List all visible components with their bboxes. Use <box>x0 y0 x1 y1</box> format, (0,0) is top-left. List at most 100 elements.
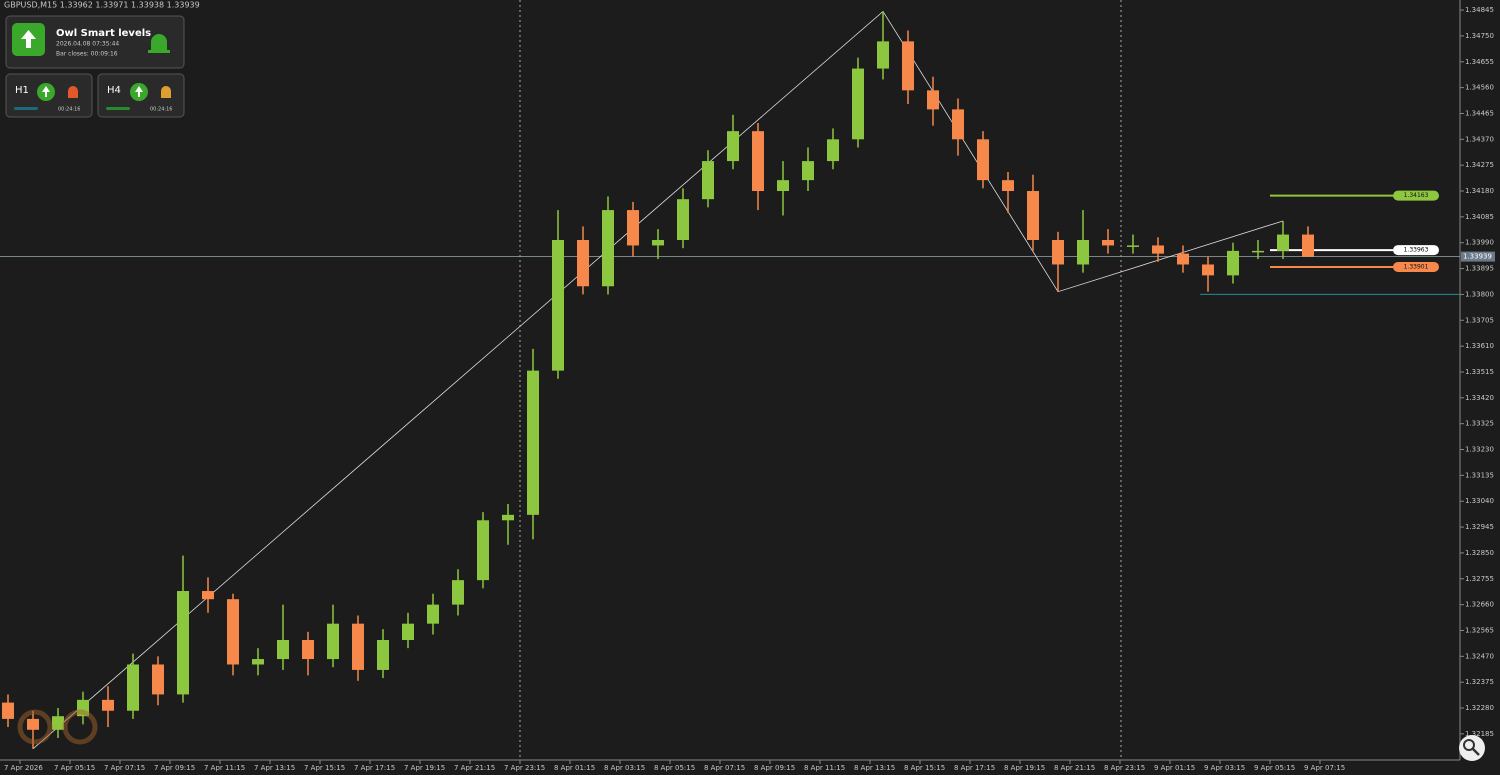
arrow <box>42 86 50 97</box>
y-tick-label: 1.33420 <box>1465 394 1494 402</box>
level-tag <box>1393 261 1439 272</box>
level-label: 1.33901 <box>1404 263 1429 270</box>
y-tick-label: 1.34180 <box>1465 187 1494 195</box>
candle-body <box>602 210 614 287</box>
y-tick-label: 1.32470 <box>1465 652 1494 660</box>
candle-body <box>452 580 464 605</box>
candle-body <box>927 90 939 110</box>
x-tick-label: 8 Apr 11:15 <box>804 764 845 772</box>
h1-bar <box>14 107 38 110</box>
candle-body <box>802 161 814 181</box>
x-tick-label: 7 Apr 07:15 <box>104 764 145 772</box>
y-tick-label: 1.33230 <box>1465 446 1494 454</box>
candle-body <box>1152 245 1164 254</box>
y-tick-label: 1.34750 <box>1465 32 1494 40</box>
x-tick-label: 8 Apr 19:15 <box>1004 764 1045 772</box>
y-tick-label: 1.32565 <box>1465 626 1494 634</box>
candle-body <box>1102 240 1114 246</box>
candle-body <box>552 240 564 371</box>
level-tag <box>1393 245 1439 256</box>
alarm-icon <box>148 34 170 53</box>
chart-title: GBPUSD,M15 1.33962 1.33971 1.33938 1.339… <box>4 1 200 10</box>
zoom-lens <box>1463 739 1475 751</box>
x-tick-label: 7 Apr 09:15 <box>154 764 195 772</box>
x-tick-label: 8 Apr 15:15 <box>904 764 945 772</box>
x-tick-label: 8 Apr 05:15 <box>654 764 695 772</box>
panel-title: Owl Smart levels <box>56 28 151 39</box>
candle-body <box>702 161 714 200</box>
candle-body <box>1227 250 1239 276</box>
logo <box>17 709 98 745</box>
candle-body <box>27 718 39 730</box>
x-tick-label: 8 Apr 07:15 <box>704 764 745 772</box>
y-tick-label: 1.33135 <box>1465 471 1494 479</box>
candle-body <box>152 664 164 695</box>
y-tick-label: 1.34655 <box>1465 58 1494 66</box>
arrow <box>21 30 36 48</box>
candle-body <box>302 640 314 660</box>
candle-body <box>977 139 989 181</box>
candle-body <box>477 520 489 581</box>
h1-timer: 00:24:16 <box>58 107 80 113</box>
x-tick-label: 8 Apr 17:15 <box>954 764 995 772</box>
candle-body <box>227 599 239 665</box>
y-tick-label: 1.34085 <box>1465 213 1494 221</box>
candle-body <box>527 370 539 515</box>
y-tick-label: 1.33990 <box>1465 239 1494 247</box>
x-tick-label: 7 Apr 19:15 <box>404 764 445 772</box>
x-tick-label: 8 Apr 13:15 <box>854 764 895 772</box>
panel-time: 2026.04.08 07:35:44 <box>56 41 119 48</box>
x-tick-label: 7 Apr 17:15 <box>354 764 395 772</box>
x-tick-label: 7 Apr 23:15 <box>504 764 545 772</box>
y-tick-label: 1.33515 <box>1465 368 1494 376</box>
candle-body <box>1252 250 1264 253</box>
h4-bar <box>106 107 130 110</box>
candle-body <box>277 640 289 660</box>
candle-body <box>1002 180 1014 192</box>
candle-body <box>252 659 264 665</box>
candle-body <box>727 131 739 162</box>
y-tick-label: 1.33040 <box>1465 497 1494 505</box>
candle-body <box>377 640 389 670</box>
y-tick-label: 1.34370 <box>1465 135 1494 143</box>
candle-body <box>2 702 14 719</box>
candle-body <box>652 240 664 246</box>
x-tick-label: 7 Apr 2026 <box>4 764 43 772</box>
x-tick-label: 9 Apr 05:15 <box>1254 764 1295 772</box>
x-tick-label: 7 Apr 13:15 <box>254 764 295 772</box>
candle-body <box>502 514 514 521</box>
h4-alarm <box>161 86 171 98</box>
h4-timer: 00:24:16 <box>150 107 172 113</box>
level-label: 1.34163 <box>1404 192 1429 199</box>
level-label: 1.33963 <box>1404 247 1429 254</box>
y-tick-label: 1.32185 <box>1465 730 1494 738</box>
y-tick-label: 1.34465 <box>1465 109 1494 117</box>
h1-label: H1 <box>15 85 29 96</box>
y-tick-label: 1.33705 <box>1465 316 1494 324</box>
y-tick-label: 1.32755 <box>1465 575 1494 583</box>
candle-body <box>202 591 214 600</box>
candle-body <box>852 68 864 140</box>
x-tick-label: 7 Apr 05:15 <box>54 764 95 772</box>
zoom-icon[interactable] <box>1459 735 1485 761</box>
candle-body <box>577 240 589 287</box>
bar-closes: Bar closes: 00:09:16 <box>56 51 118 58</box>
candle-body <box>627 210 639 246</box>
x-tick-label: 9 Apr 07:15 <box>1304 764 1345 772</box>
zoom-handle <box>1472 748 1480 756</box>
candle-body <box>777 180 789 192</box>
candle-body <box>877 41 889 69</box>
candle-body <box>1027 191 1039 240</box>
y-tick-label: 1.33325 <box>1465 420 1494 428</box>
h1-alarm <box>68 86 78 98</box>
candle-body <box>1127 245 1139 247</box>
y-tick-label: 1.33800 <box>1465 290 1494 298</box>
x-tick-label: 7 Apr 15:15 <box>304 764 345 772</box>
candle-body <box>402 623 414 640</box>
candle-body <box>677 199 689 240</box>
price-tag-label: 1.33939 <box>1463 253 1492 261</box>
y-tick-label: 1.32280 <box>1465 704 1494 712</box>
